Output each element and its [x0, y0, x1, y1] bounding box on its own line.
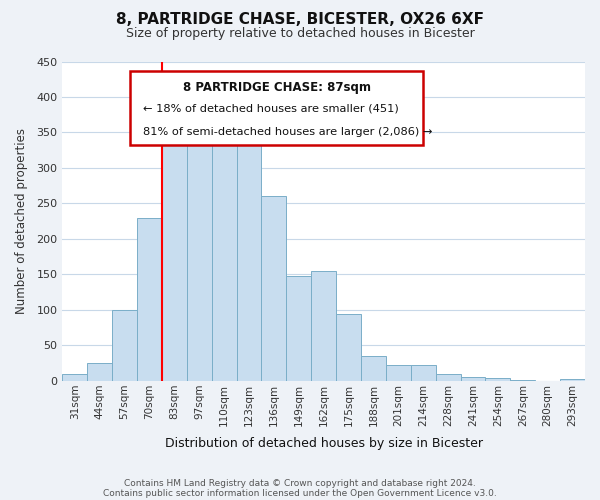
Bar [112, 310, 137, 381]
Bar [162, 122, 187, 381]
Bar [311, 271, 336, 381]
Bar [262, 196, 286, 381]
Bar [436, 374, 461, 381]
Text: ← 18% of detached houses are smaller (451): ← 18% of detached houses are smaller (45… [143, 103, 399, 113]
Bar [336, 314, 361, 381]
Text: 8, PARTRIDGE CHASE, BICESTER, OX26 6XF: 8, PARTRIDGE CHASE, BICESTER, OX26 6XF [116, 12, 484, 28]
Bar [62, 374, 87, 381]
Bar [286, 276, 311, 381]
Text: Contains public sector information licensed under the Open Government Licence v3: Contains public sector information licen… [103, 488, 497, 498]
Bar [485, 378, 511, 381]
Y-axis label: Number of detached properties: Number of detached properties [15, 128, 28, 314]
Text: 81% of semi-detached houses are larger (2,086) →: 81% of semi-detached houses are larger (… [143, 127, 433, 137]
Bar [87, 363, 112, 381]
Bar [461, 378, 485, 381]
Bar [361, 356, 386, 381]
Bar [137, 218, 162, 381]
Bar [560, 379, 585, 381]
Bar [236, 128, 262, 381]
Bar [187, 118, 212, 381]
FancyBboxPatch shape [130, 71, 423, 144]
Bar [386, 366, 411, 381]
Bar [212, 114, 236, 381]
X-axis label: Distribution of detached houses by size in Bicester: Distribution of detached houses by size … [164, 437, 482, 450]
Text: Contains HM Land Registry data © Crown copyright and database right 2024.: Contains HM Land Registry data © Crown c… [124, 478, 476, 488]
Text: Size of property relative to detached houses in Bicester: Size of property relative to detached ho… [125, 28, 475, 40]
Bar [511, 380, 535, 381]
Text: 8 PARTRIDGE CHASE: 87sqm: 8 PARTRIDGE CHASE: 87sqm [182, 80, 371, 94]
Bar [411, 366, 436, 381]
